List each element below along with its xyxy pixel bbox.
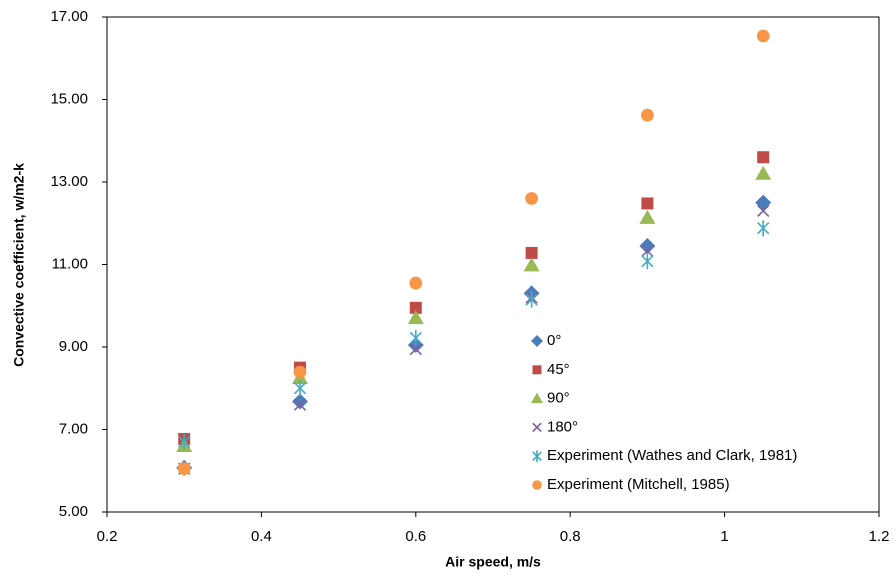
plot-frame bbox=[106, 16, 880, 513]
point bbox=[178, 433, 191, 450]
legend-marker bbox=[531, 335, 543, 347]
y-tick-label: 17.00 bbox=[50, 8, 88, 25]
y-axis-title: Convective coefficient, w/m2-k bbox=[11, 163, 27, 367]
legend-label: Experiment (Wathes and Clark, 1981) bbox=[547, 447, 797, 464]
legend-marker bbox=[532, 480, 542, 490]
point bbox=[409, 342, 422, 356]
point bbox=[757, 204, 770, 218]
point bbox=[293, 398, 307, 411]
x-tick-label: 0.2 bbox=[97, 528, 118, 545]
y-tick-label: 9.00 bbox=[59, 338, 88, 355]
point bbox=[641, 108, 654, 122]
legend-label: 180° bbox=[547, 418, 578, 435]
point bbox=[525, 291, 538, 308]
point bbox=[293, 380, 307, 397]
x-tick-label: 1.2 bbox=[869, 528, 890, 545]
point bbox=[757, 151, 770, 164]
y-tick-label: 11.00 bbox=[52, 255, 88, 272]
x-tick-label: 0.8 bbox=[560, 528, 581, 545]
point bbox=[409, 329, 422, 346]
legend-marker bbox=[531, 392, 543, 404]
legend-label: 90° bbox=[547, 390, 570, 407]
y-tick-label: 13.00 bbox=[50, 173, 88, 190]
legend-marker bbox=[532, 365, 542, 375]
point bbox=[755, 194, 772, 211]
legend-marker bbox=[532, 450, 542, 463]
point bbox=[639, 209, 656, 224]
x-tick-label: 0.4 bbox=[251, 528, 272, 545]
point bbox=[641, 244, 654, 258]
point bbox=[523, 257, 540, 272]
legend-label: 45° bbox=[547, 361, 570, 378]
point bbox=[525, 192, 538, 205]
legend-marker bbox=[532, 422, 542, 433]
point bbox=[641, 197, 654, 210]
point bbox=[177, 462, 191, 476]
point bbox=[407, 310, 424, 325]
y-tick-label: 15.00 bbox=[50, 90, 88, 107]
legend-label: 0° bbox=[547, 332, 561, 349]
point bbox=[525, 246, 538, 259]
x-tick-label: 1 bbox=[720, 528, 728, 545]
point bbox=[757, 220, 770, 237]
point bbox=[755, 165, 772, 180]
point bbox=[641, 253, 654, 270]
point bbox=[639, 237, 656, 254]
point bbox=[292, 393, 308, 410]
x-tick-label: 0.6 bbox=[405, 528, 426, 545]
point bbox=[409, 301, 422, 314]
point bbox=[756, 29, 770, 43]
x-axis-title: Air speed, m/s bbox=[445, 554, 541, 570]
point bbox=[293, 365, 307, 379]
y-tick-label: 5.00 bbox=[59, 503, 88, 520]
point bbox=[409, 276, 423, 290]
y-tick-label: 7.00 bbox=[59, 420, 88, 437]
legend-label: Experiment (Mitchell, 1985) bbox=[547, 476, 730, 493]
